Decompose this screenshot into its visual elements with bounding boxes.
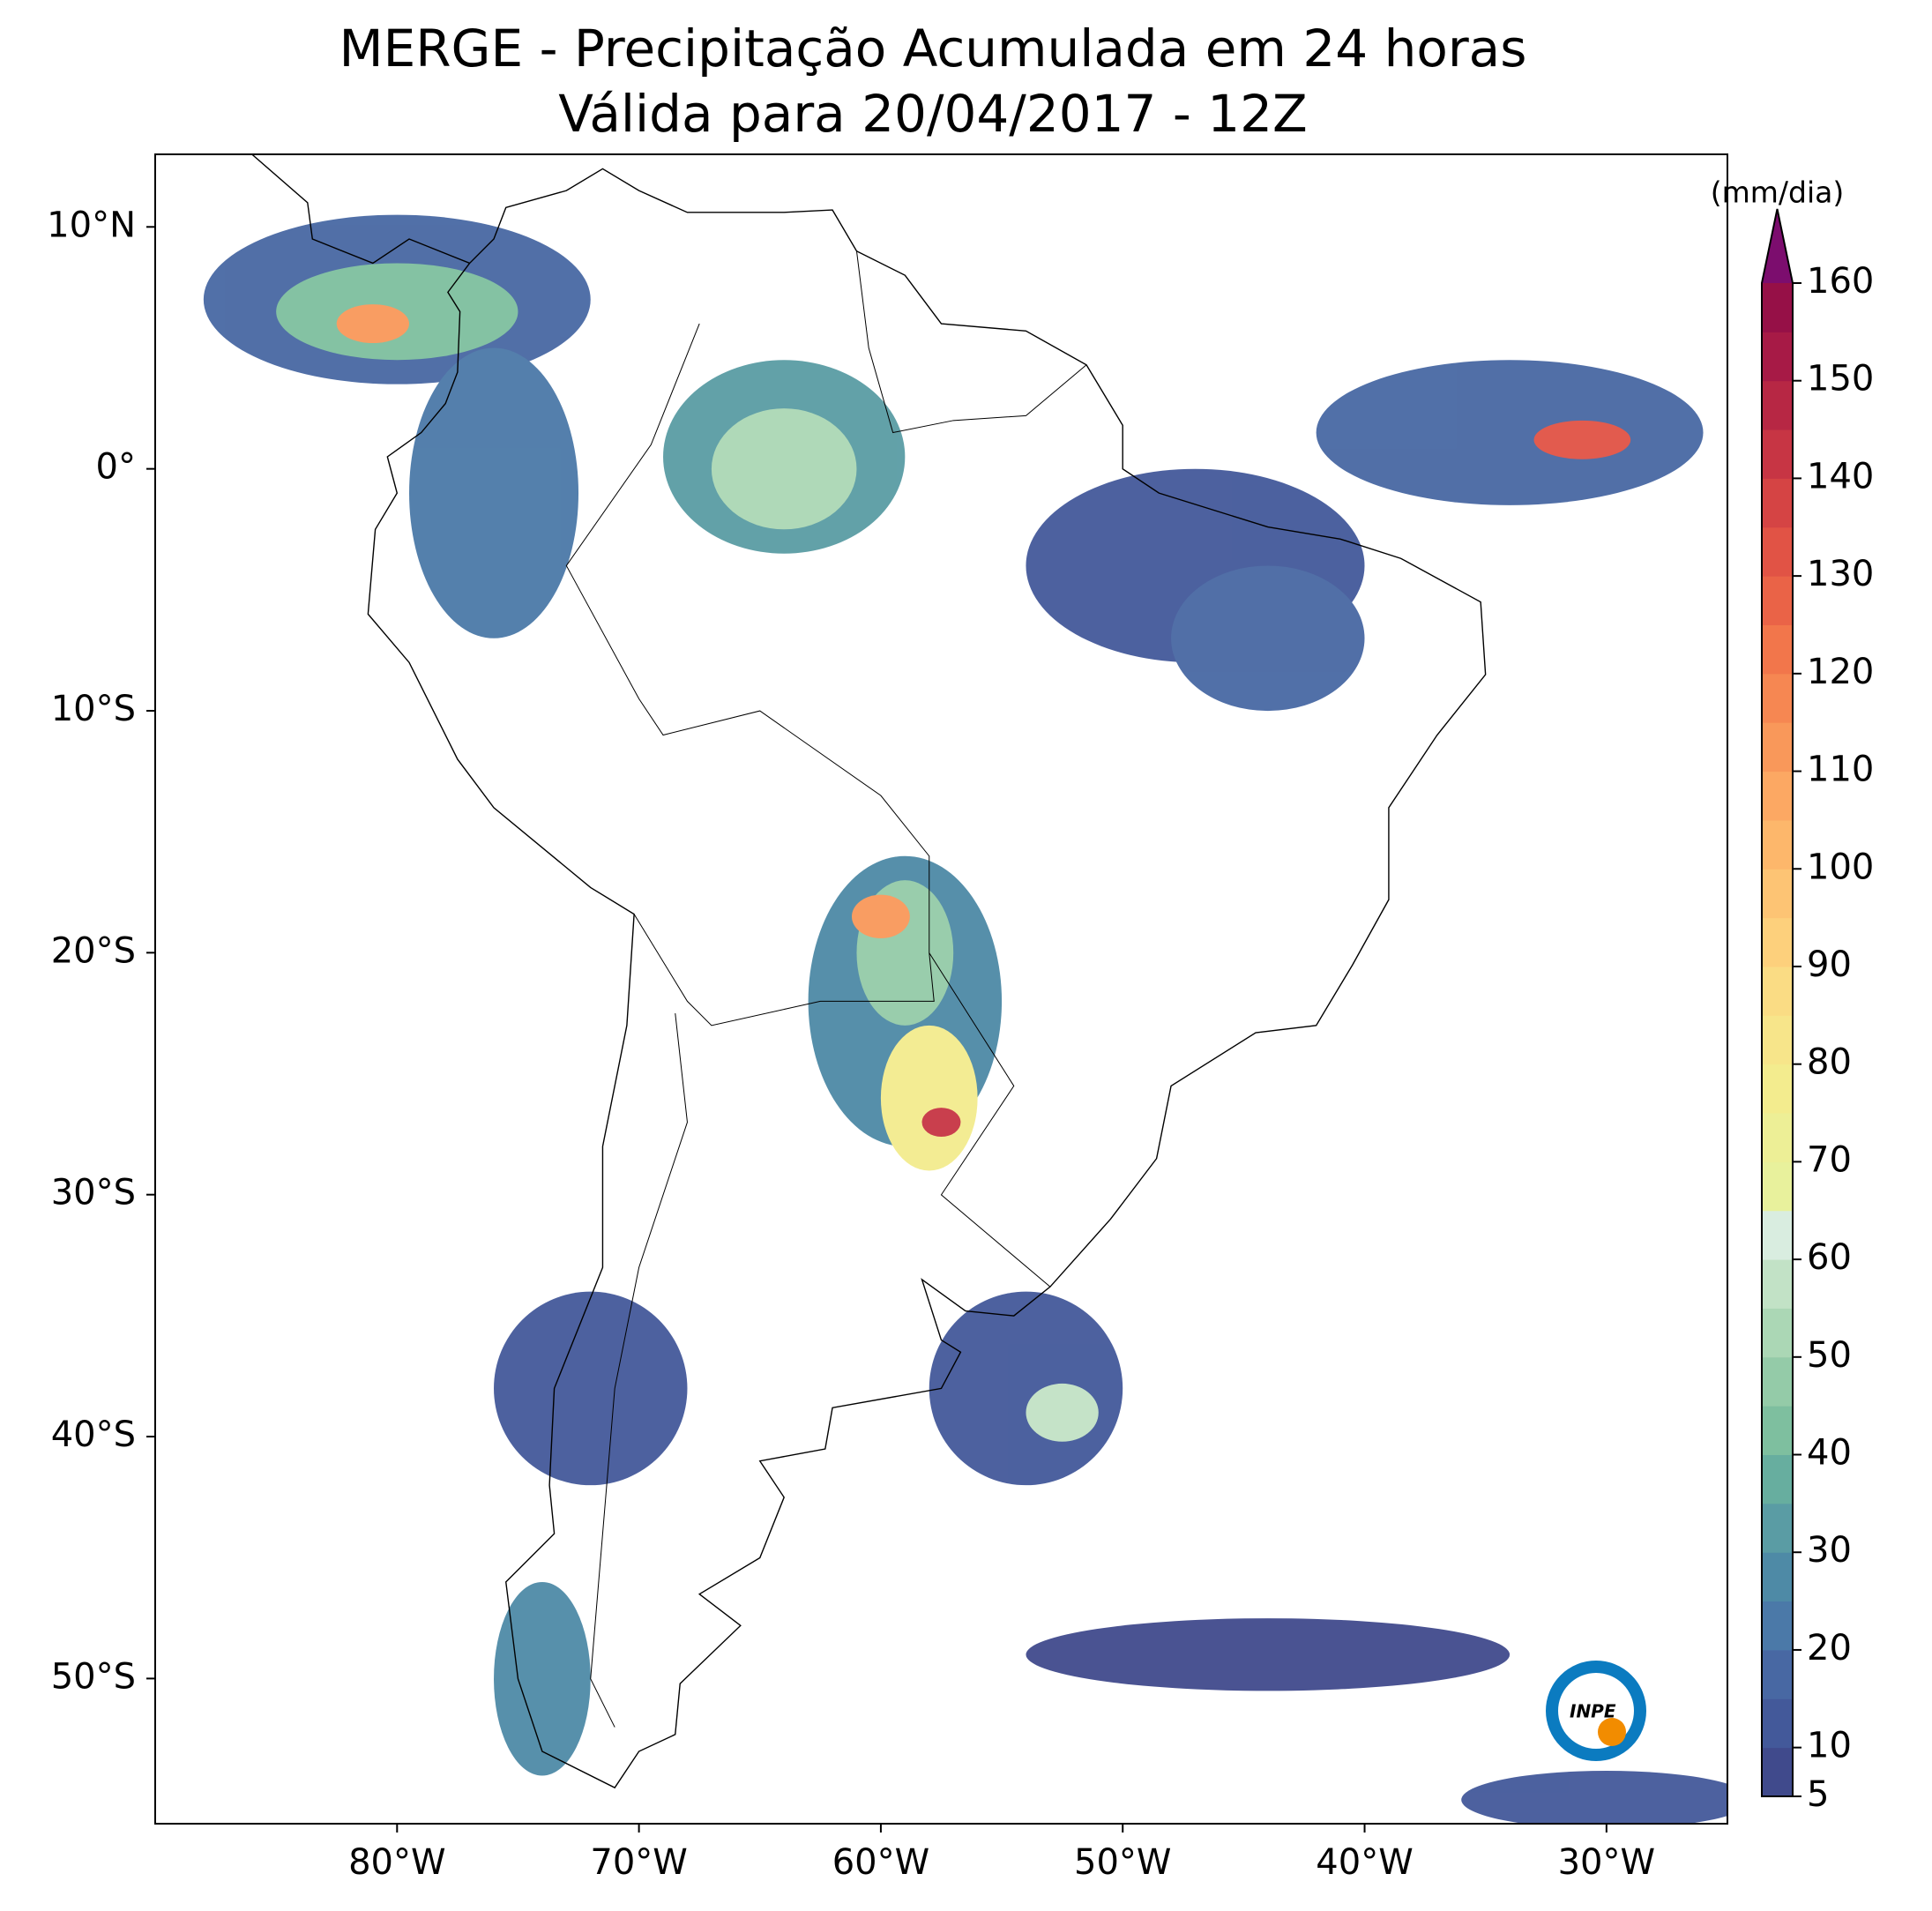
colorbar-tick-label: 150 [1807,359,1874,399]
y-tick-label: 10°S [51,689,136,729]
colorbar-segment [1762,1503,1793,1553]
colorbar-segment [1762,917,1793,967]
svg-text:INPE: INPE [1570,1701,1616,1722]
y-tick-label: 0° [96,447,136,488]
y-tick-label: 30°S [51,1173,136,1213]
title: MERGE - Precipitação Acumulada em 24 hor… [339,19,1527,78]
colorbar-extend [1762,209,1793,283]
colorbar-segment [1762,1601,1793,1651]
colorbar-label: (mm/dia) [1711,175,1845,210]
colorbar-segment [1762,332,1793,382]
colorbar-segment [1762,283,1793,332]
map-frame [154,153,1728,1825]
colorbar-segment [1762,526,1793,577]
colorbar-tick-label: 100 [1807,847,1874,887]
x-tick-label: 40°W [1316,1842,1413,1883]
colorbar-segment [1762,869,1793,919]
colorbar-segment [1762,1210,1793,1260]
colorbar-segment [1762,1698,1793,1749]
y-tick-label: 50°S [51,1656,136,1697]
colorbar-frame [1761,208,1794,1797]
colorbar-tick-label: 50 [1807,1335,1852,1376]
colorbar-segment [1762,1747,1793,1797]
colorbar-tick-label: 40 [1807,1433,1852,1474]
colorbar-segment [1762,966,1793,1016]
colorbar-tick-label: 140 [1807,456,1874,496]
colorbar-tick-label: 5 [1807,1774,1829,1815]
colorbar-segment [1762,1161,1793,1212]
colorbar-segment [1762,576,1793,625]
borders [566,251,1086,1728]
colorbar-segment [1762,819,1793,870]
colorbar-segment [1762,1454,1793,1504]
colorbar-tick-label: 30 [1807,1530,1852,1571]
colorbar-segment [1762,771,1793,821]
colorbar-tick-label: 20 [1807,1628,1852,1668]
x-tick-label: 70°W [590,1842,687,1883]
coastline [204,142,1486,1788]
y-tick-label: 10°N [47,205,136,245]
colorbar-segment [1762,1406,1793,1456]
colorbar-tick-label: 160 [1807,261,1874,302]
colorbar-segment [1762,1113,1793,1162]
y-tick-label: 40°S [51,1415,136,1455]
x-tick-label: 60°W [832,1842,929,1883]
colorbar-segment [1762,1015,1793,1065]
subtitle: Válida para 20/04/2017 - 12Z [558,84,1308,144]
colorbar-segment [1762,673,1793,723]
colorbar-segment [1762,1649,1793,1699]
colorbar-tick-label: 70 [1807,1139,1852,1180]
precipitation-field [203,214,1727,1824]
colorbar-tick-label: 90 [1807,944,1852,985]
colorbar-tick-label: 110 [1807,750,1874,790]
inpe-logo: INPE [1546,1661,1646,1761]
colorbar-segment [1762,1308,1793,1358]
colorbar-tick-label: 130 [1807,554,1874,594]
colorbar-segment [1762,1552,1793,1602]
colorbar-segment [1762,624,1793,675]
colorbar-segment [1762,722,1793,773]
colorbar-tick-label: 120 [1807,652,1874,692]
x-tick-label: 50°W [1074,1842,1171,1883]
colorbar-segment [1762,1356,1793,1407]
x-tick-label: 80°W [348,1842,445,1883]
colorbar-tick-label: 10 [1807,1726,1852,1766]
colorbar-tick-label: 60 [1807,1237,1852,1278]
colorbar-segment [1762,478,1793,528]
colorbar-segment [1762,1064,1793,1114]
colorbar-tick-label: 80 [1807,1042,1852,1083]
colorbar-segment [1762,1259,1793,1309]
colorbar-segment [1762,429,1793,479]
y-tick-label: 20°S [51,930,136,971]
x-tick-label: 30°W [1558,1842,1655,1883]
geography [203,142,1727,1824]
map-area: INPE [203,142,1727,1824]
colorbar-segment [1762,380,1793,430]
